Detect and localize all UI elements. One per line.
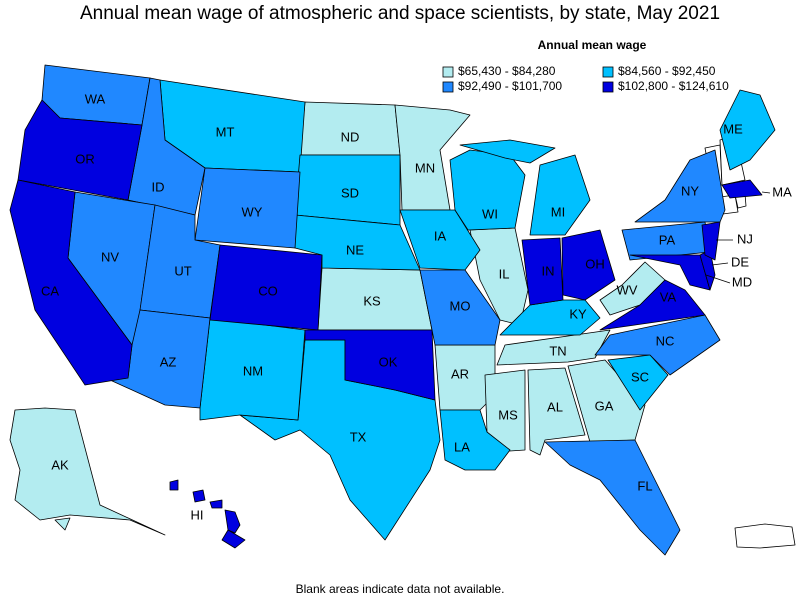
legend-swatch bbox=[442, 81, 454, 93]
state-label: PA bbox=[659, 232, 676, 247]
state-shape bbox=[594, 314, 721, 376]
state-label: UT bbox=[174, 263, 191, 278]
state-shape bbox=[629, 254, 711, 291]
state-label: AL bbox=[547, 399, 563, 414]
state-shape bbox=[607, 354, 669, 411]
state-label: ID bbox=[152, 179, 165, 194]
state-shape bbox=[399, 209, 481, 271]
state-shape bbox=[484, 369, 526, 453]
state-shape bbox=[439, 409, 511, 471]
state-label: AZ bbox=[160, 354, 177, 369]
state-label: AK bbox=[51, 457, 69, 472]
state-shape bbox=[527, 367, 586, 456]
state-shape bbox=[9, 407, 166, 536]
state-shape bbox=[561, 229, 616, 301]
state-label: OH bbox=[585, 256, 605, 271]
state-label: KS bbox=[363, 293, 381, 308]
legend: $65,430 - $84,280 $84,560 - $92,450 $92,49… bbox=[442, 64, 729, 93]
state-label: IN bbox=[542, 263, 555, 278]
state-shape bbox=[721, 179, 763, 199]
state-label: MI bbox=[551, 204, 565, 219]
state-label: AR bbox=[451, 366, 469, 381]
state-label: MS bbox=[498, 407, 518, 422]
state-shape bbox=[599, 279, 706, 331]
state-label: SC bbox=[631, 369, 649, 384]
state-label: MD bbox=[732, 274, 752, 289]
state-label: ME bbox=[723, 121, 743, 136]
legend-label: $102,800 - $124,610 bbox=[618, 79, 729, 93]
legend-label: $65,430 - $84,280 bbox=[458, 64, 556, 78]
state-label: WA bbox=[85, 91, 106, 106]
state-label: HI bbox=[191, 507, 204, 522]
state-label: MN bbox=[415, 160, 435, 175]
label-leader bbox=[705, 274, 731, 284]
state-shape bbox=[521, 237, 564, 306]
state-label: SD bbox=[341, 185, 359, 200]
state-shape bbox=[544, 439, 681, 556]
state-labels: ND MN KS IL AR MS AL GA TN WV AK MT SD NE IA WI MI TX NM LA… bbox=[41, 91, 792, 522]
state-label: TN bbox=[549, 343, 566, 358]
state-shape bbox=[9, 179, 133, 386]
state-label: VA bbox=[660, 289, 677, 304]
state-label: LA bbox=[454, 439, 470, 454]
state-shape bbox=[304, 329, 436, 401]
state-shape bbox=[701, 221, 721, 261]
state-label: IA bbox=[434, 228, 447, 243]
state-label: WV bbox=[617, 282, 638, 297]
state-label: NC bbox=[656, 333, 675, 348]
label-leader bbox=[761, 191, 771, 194]
state-label: FL bbox=[637, 478, 652, 493]
state-label: NE bbox=[346, 242, 364, 257]
state-shape bbox=[634, 149, 726, 223]
state-label: DE bbox=[731, 254, 749, 269]
state-label: TX bbox=[350, 429, 367, 444]
state-label: NV bbox=[101, 249, 119, 264]
state-shape bbox=[459, 139, 591, 236]
legend-title: Annual mean wage bbox=[538, 38, 647, 52]
state-label: IL bbox=[499, 266, 510, 281]
state-label: MO bbox=[450, 298, 471, 313]
states bbox=[9, 64, 776, 556]
state-label: CO bbox=[258, 283, 278, 298]
legend-label: $92,490 - $101,700 bbox=[458, 79, 562, 93]
legend-label: $84,560 - $92,450 bbox=[618, 64, 716, 78]
state-label: KY bbox=[569, 306, 587, 321]
state-label: WI bbox=[482, 206, 498, 221]
state-shape bbox=[449, 149, 526, 231]
state-label: NM bbox=[243, 363, 263, 378]
map-title: Annual mean wage of atmospheric and spac… bbox=[80, 3, 720, 24]
legend-swatch bbox=[442, 66, 454, 78]
state-label: OK bbox=[379, 354, 398, 369]
legend-swatch bbox=[602, 66, 614, 78]
state-label: WY bbox=[242, 204, 263, 219]
state-label: NJ bbox=[737, 231, 753, 246]
state-label: GA bbox=[595, 398, 614, 413]
state-shape bbox=[194, 167, 301, 249]
footnote: Blank areas indicate data not available. bbox=[296, 582, 505, 596]
state-label: MA bbox=[772, 184, 792, 199]
state-label: NY bbox=[681, 183, 699, 198]
state-label: OR bbox=[75, 151, 95, 166]
state-shape bbox=[734, 523, 796, 549]
label-leader bbox=[711, 262, 729, 266]
state-label: ND bbox=[341, 129, 360, 144]
state-label: MT bbox=[216, 124, 235, 139]
state-shape bbox=[17, 99, 143, 201]
state-shape bbox=[496, 329, 611, 366]
state-label: CA bbox=[41, 283, 59, 298]
state-shape bbox=[719, 89, 776, 171]
state-shape bbox=[567, 359, 646, 443]
legend-swatch bbox=[602, 81, 614, 93]
state-shape bbox=[169, 479, 246, 549]
